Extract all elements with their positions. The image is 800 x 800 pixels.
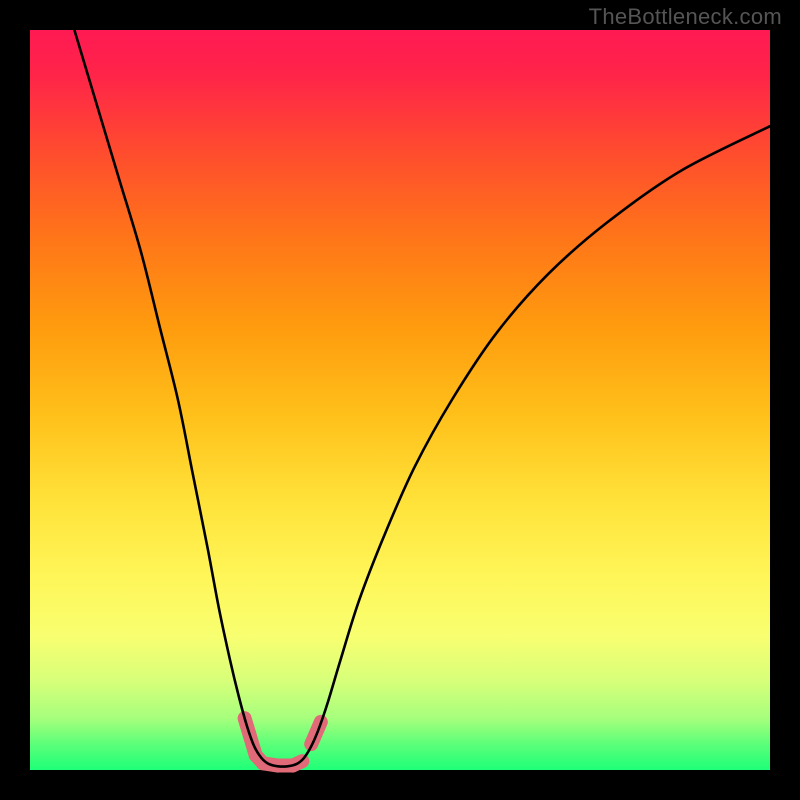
chart-svg <box>0 0 800 800</box>
chart-stage: TheBottleneck.com <box>0 0 800 800</box>
watermark-label: TheBottleneck.com <box>589 4 782 30</box>
plot-background <box>30 30 770 770</box>
